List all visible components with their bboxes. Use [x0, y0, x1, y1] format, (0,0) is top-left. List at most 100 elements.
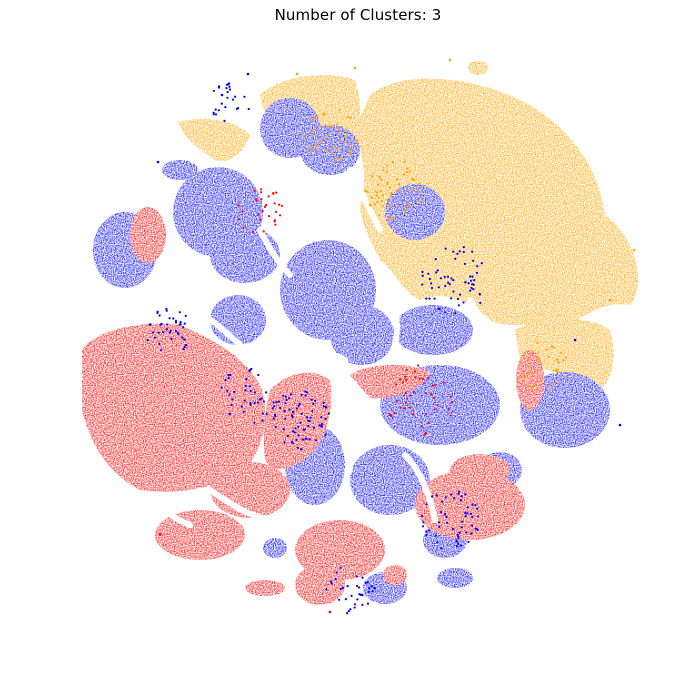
- scatter-point: [537, 351, 540, 354]
- scatter-point: [331, 145, 334, 148]
- scatter-point: [464, 511, 467, 514]
- scatter-point: [397, 205, 400, 208]
- scatter-point: [364, 189, 367, 192]
- scatter-point: [279, 406, 282, 409]
- scatter-point: [241, 210, 244, 213]
- scatter-point: [324, 433, 327, 436]
- scatter-point: [153, 336, 156, 339]
- scatter-point: [313, 116, 316, 119]
- cluster-red-region: [82, 323, 266, 492]
- scatter-point: [361, 576, 364, 579]
- scatter-point: [459, 499, 462, 502]
- scatter-point: [404, 401, 407, 404]
- scatter-point: [449, 414, 452, 417]
- scatter-point: [564, 356, 567, 359]
- scatter-point: [418, 377, 421, 380]
- scatter-point: [528, 370, 531, 373]
- scatter-point: [379, 190, 382, 193]
- scatter-point: [260, 397, 263, 400]
- scatter-point: [386, 198, 389, 201]
- scatter-point: [556, 380, 559, 383]
- scatter-point: [217, 85, 221, 88]
- scatter-point: [368, 587, 371, 590]
- scatter-point: [375, 191, 378, 194]
- scatter-point: [404, 391, 407, 395]
- scatter-point: [377, 196, 380, 199]
- cluster-blue-region: [210, 295, 266, 345]
- scatter-point: [301, 133, 304, 136]
- scatter-point: [148, 323, 151, 326]
- cluster-orange-region: [515, 318, 614, 390]
- scatter-point: [431, 495, 434, 498]
- scatter-point: [316, 115, 319, 118]
- scatter-point: [433, 297, 436, 300]
- scatter-point: [463, 262, 467, 265]
- scatter-point: [275, 401, 278, 404]
- scatter-point: [450, 277, 453, 280]
- scatter-point: [158, 314, 161, 317]
- scatter-point: [146, 339, 149, 342]
- scatter-point: [271, 407, 274, 410]
- scatter-point: [467, 540, 470, 544]
- scatter-point: [228, 393, 231, 396]
- scatter-point: [397, 189, 401, 192]
- scatter-point: [227, 376, 230, 380]
- scatter-point: [556, 368, 559, 371]
- scatter-point: [294, 427, 297, 430]
- scatter-point: [309, 149, 313, 153]
- scatter-point: [399, 378, 402, 381]
- scatter-point: [409, 206, 412, 209]
- scatter-point: [375, 194, 379, 197]
- scatter-point: [231, 398, 234, 401]
- scatter-point: [284, 395, 287, 398]
- scatter-point: [314, 439, 317, 442]
- cluster-gap: [347, 167, 383, 233]
- scatter-point: [475, 271, 479, 274]
- scatter-point: [405, 368, 408, 371]
- scatter-point: [321, 113, 325, 116]
- scatter-point: [341, 125, 344, 128]
- scatter-point: [336, 123, 339, 126]
- scatter-point: [313, 128, 316, 131]
- scatter-point: [179, 321, 182, 324]
- scatter-point: [431, 384, 434, 387]
- scatter-point: [430, 286, 434, 290]
- scatter-point: [304, 390, 307, 393]
- scatter-point: [324, 148, 327, 151]
- scatter-point: [537, 358, 541, 362]
- scatter-point: [428, 277, 431, 281]
- scatter-point: [312, 426, 315, 429]
- scatter-point: [414, 376, 417, 379]
- scatter-point: [471, 524, 474, 527]
- scatter-point: [451, 527, 454, 531]
- scatter-point: [412, 391, 415, 394]
- scatter-point: [275, 191, 278, 194]
- scatter-point: [306, 416, 309, 419]
- scatter-point: [461, 520, 464, 523]
- scatter-point: [404, 375, 407, 378]
- scatter-point: [225, 83, 229, 86]
- cluster-blue-region: [263, 538, 287, 558]
- scatter-point: [290, 414, 293, 417]
- scatter-point: [314, 134, 317, 137]
- cluster-red-region: [516, 350, 544, 410]
- scatter-point: [324, 417, 327, 420]
- scatter-point: [265, 391, 268, 394]
- scatter-point: [469, 512, 472, 516]
- scatter-point: [297, 425, 300, 428]
- scatter-point: [388, 186, 391, 189]
- scatter-point: [527, 366, 530, 369]
- scatter-point: [304, 394, 307, 397]
- scatter-point: [227, 374, 230, 377]
- scatter-point: [377, 183, 380, 186]
- chart-title: Number of Clusters: 3: [274, 6, 442, 24]
- scatter-point: [452, 290, 455, 293]
- scatter-point: [455, 540, 458, 543]
- scatter-point: [436, 269, 439, 272]
- cluster-gap: [257, 227, 293, 278]
- scatter-point: [338, 108, 341, 112]
- scatter-point: [318, 139, 321, 142]
- scatter-point: [517, 377, 520, 380]
- scatter-point: [422, 521, 425, 524]
- scatter-point: [522, 379, 525, 382]
